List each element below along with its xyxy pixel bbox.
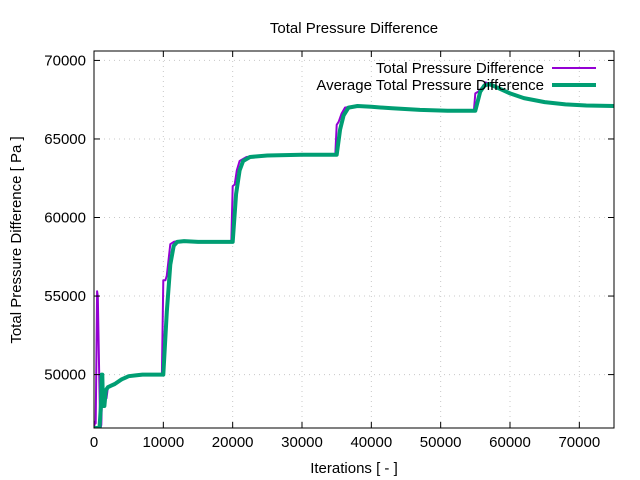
grid (93, 51, 614, 428)
legend-label-1: Total Pressure Difference (376, 60, 544, 77)
x-axis-title: Iterations [ - ] (310, 460, 398, 477)
plot-frame (93, 50, 615, 429)
y-tick-label: 65000 (44, 131, 86, 148)
x-tick-label: 0 (90, 434, 98, 451)
x-tick-label: 60000 (489, 434, 531, 451)
series-line-2 (94, 82, 614, 428)
y-axis-title: Total Pressure Difference [ Pa ] (8, 136, 25, 343)
x-tick-label: 70000 (558, 434, 600, 451)
chart-title: Total Pressure Difference (270, 20, 438, 37)
y-tick-label: 50000 (44, 367, 86, 384)
x-tick-label: 20000 (212, 434, 254, 451)
series-layer (94, 81, 614, 428)
x-tick-label: 10000 (142, 434, 184, 451)
y-tick-label: 55000 (44, 288, 86, 305)
x-tick-label: 40000 (350, 434, 392, 451)
legend-label-2: Average Total Pressure Difference (316, 77, 544, 94)
y-tick-label: 70000 (44, 52, 86, 69)
ticks: 0 10000 20000 30000 40000 50000 60000 70000 5000… (44, 51, 614, 451)
x-tick-label: 50000 (420, 434, 462, 451)
y-tick-label: 60000 (44, 210, 86, 227)
x-tick-label: 30000 (281, 434, 323, 451)
